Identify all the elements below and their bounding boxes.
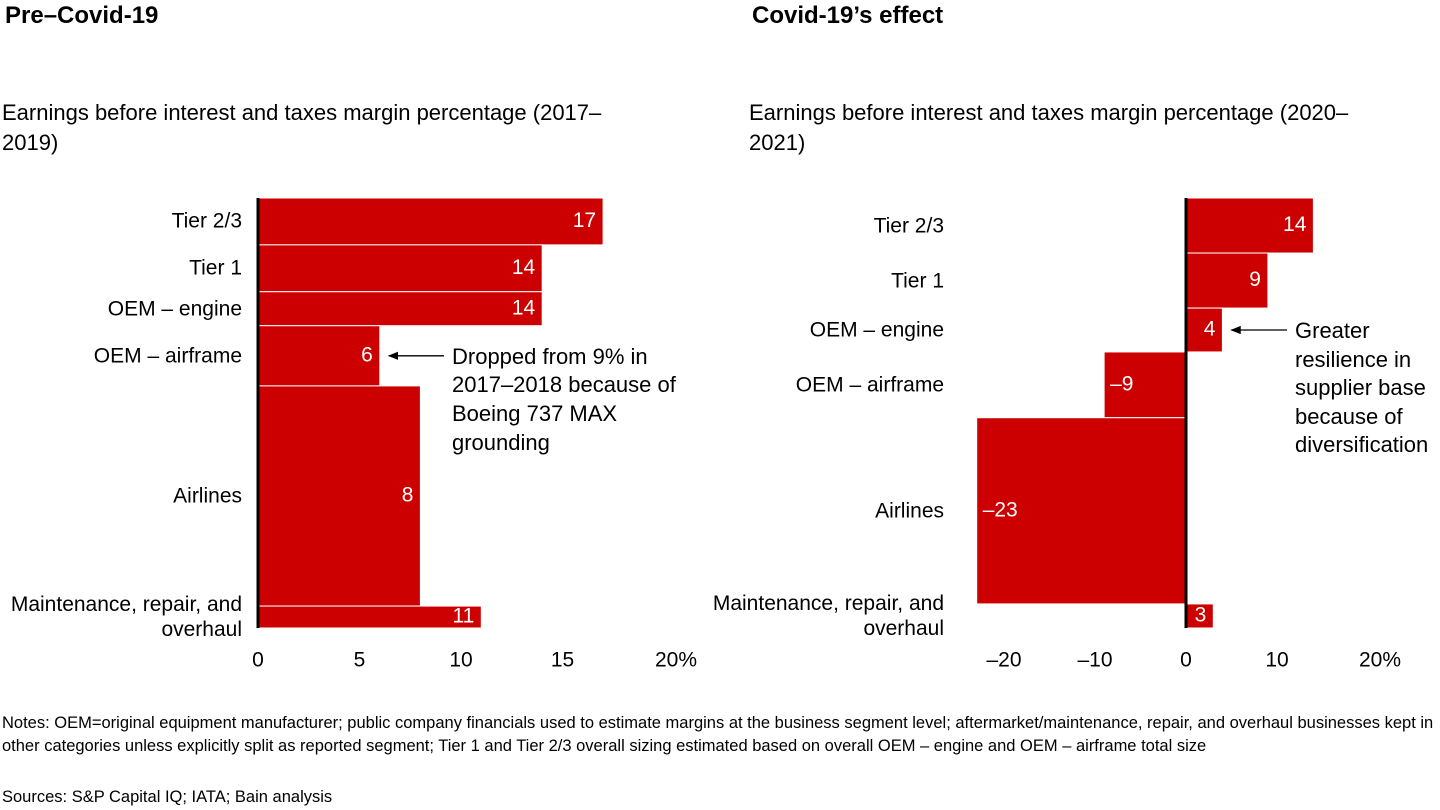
value-label: 14	[512, 296, 536, 319]
category-label: Tier 2/3	[171, 209, 242, 233]
annotation: Dropped from 9% in 2017–2018 because of …	[452, 343, 676, 455]
annotation: Greater resilience in supplier base beca…	[1295, 318, 1429, 458]
value-label: 17	[573, 209, 596, 232]
chart-subtitle: Earnings before interest and taxes margi…	[749, 100, 1349, 155]
sources: Sources: S&P Capital IQ; IATA; Bain anal…	[2, 788, 333, 806]
x-tick-label: 0	[1180, 649, 1192, 672]
value-label: 3	[1195, 604, 1207, 627]
chart-title: Pre–Covid-19	[5, 2, 159, 29]
x-tick-label: 15	[551, 649, 574, 672]
value-label: 6	[361, 343, 373, 366]
x-tick-label: 0	[252, 649, 264, 672]
x-tick-label: 10	[1265, 649, 1288, 672]
category-label: Maintenance, repair, and overhaul	[10, 592, 242, 642]
value-label: –23	[983, 498, 1018, 521]
category-label: Airlines	[875, 499, 944, 523]
bar	[976, 417, 1187, 605]
bar	[257, 385, 421, 607]
x-tick-label: 5	[354, 649, 366, 672]
category-label: Maintenance, repair, and overhaul	[712, 591, 944, 640]
category-label: Tier 1	[189, 256, 242, 280]
chart-title: Covid-19’s effect	[752, 2, 944, 29]
value-label: 4	[1204, 318, 1216, 341]
category-label: OEM – engine	[809, 318, 944, 342]
x-tick-label: –20	[986, 649, 1021, 672]
category-label: Airlines	[173, 484, 242, 508]
category-label: OEM – engine	[107, 297, 242, 321]
bar	[257, 325, 381, 387]
category-label: Tier 1	[891, 268, 944, 292]
bar	[1185, 252, 1269, 309]
bar	[1185, 307, 1223, 353]
value-label: 8	[402, 484, 414, 507]
x-tick-label: 20%	[1359, 649, 1401, 672]
bar	[257, 605, 482, 629]
x-tick-label: –10	[1077, 649, 1112, 672]
category-label: OEM – airframe	[93, 344, 242, 368]
value-label: 14	[1283, 213, 1307, 236]
value-label: 9	[1249, 268, 1261, 291]
value-label: –9	[1110, 372, 1133, 395]
chart-subtitle: Earnings before interest and taxes margi…	[2, 100, 602, 155]
value-label: 14	[512, 256, 536, 279]
category-label: OEM – airframe	[795, 373, 944, 397]
category-label: Tier 2/3	[873, 213, 944, 237]
bar	[257, 244, 543, 293]
bar	[1103, 351, 1187, 419]
x-tick-label: 20%	[655, 649, 697, 672]
value-label: 11	[452, 605, 474, 628]
bar	[257, 291, 543, 327]
x-tick-label: 10	[449, 649, 472, 672]
notes: Notes: OEM=original equipment manufactur…	[2, 714, 1434, 755]
bar	[1185, 197, 1314, 254]
bar	[257, 197, 604, 246]
